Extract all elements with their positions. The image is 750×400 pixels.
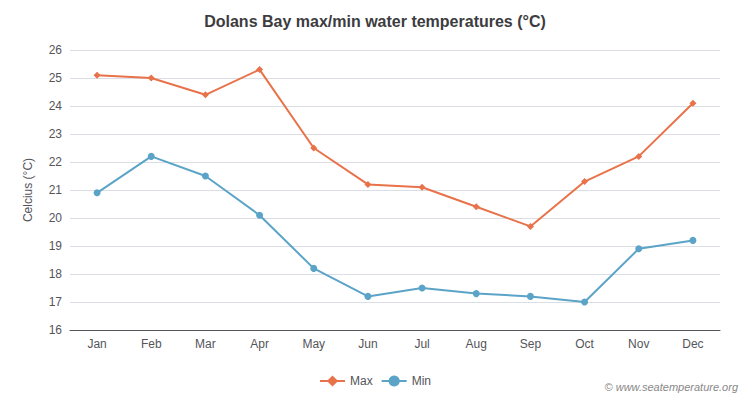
svg-text:24: 24: [49, 99, 63, 113]
svg-text:Min: Min: [412, 374, 431, 388]
svg-text:17: 17: [49, 295, 63, 309]
svg-text:Feb: Feb: [141, 337, 162, 351]
svg-text:19: 19: [49, 239, 63, 253]
svg-text:Dec: Dec: [682, 337, 703, 351]
svg-text:Jan: Jan: [87, 337, 106, 351]
svg-text:Sep: Sep: [520, 337, 542, 351]
svg-text:© www.seatemperature.org: © www.seatemperature.org: [605, 381, 739, 393]
svg-text:25: 25: [49, 71, 63, 85]
svg-text:Nov: Nov: [628, 337, 649, 351]
svg-text:22: 22: [49, 155, 63, 169]
svg-text:23: 23: [49, 127, 63, 141]
svg-text:20: 20: [49, 211, 63, 225]
svg-text:Max: Max: [350, 374, 373, 388]
svg-text:21: 21: [49, 183, 63, 197]
svg-text:16: 16: [49, 323, 63, 337]
svg-text:Jun: Jun: [358, 337, 377, 351]
svg-text:Aug: Aug: [466, 337, 487, 351]
svg-text:Jul: Jul: [414, 337, 429, 351]
svg-text:May: May: [302, 337, 325, 351]
svg-text:18: 18: [49, 267, 63, 281]
svg-text:Apr: Apr: [250, 337, 269, 351]
svg-text:Oct: Oct: [575, 337, 594, 351]
svg-text:Dolans Bay max/min water tempe: Dolans Bay max/min water temperatures (°…: [204, 13, 546, 30]
svg-text:Mar: Mar: [195, 337, 216, 351]
svg-text:26: 26: [49, 43, 63, 57]
svg-text:Celcius (°C): Celcius (°C): [21, 158, 35, 222]
